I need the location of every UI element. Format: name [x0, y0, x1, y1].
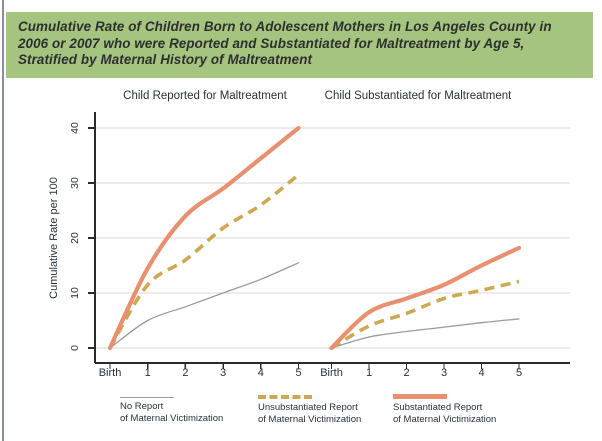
series-line: [329, 245, 522, 351]
chart-title-banner: Cumulative Rate of Children Born to Adol…: [6, 12, 593, 78]
y-tick-label: 20: [69, 232, 81, 244]
x-tick-label: 3: [220, 367, 227, 379]
y-tick-label: 40: [69, 122, 81, 134]
x-tick-label: 5: [515, 367, 523, 379]
series-line: [108, 173, 300, 349]
x-tick-label: 3: [440, 367, 448, 379]
unsubstantiated-line-swatch: [258, 395, 312, 399]
series-line: [109, 262, 300, 349]
panel-title-substantiated: Child Substantiated for Maltreatment: [324, 90, 512, 102]
legend-item-unsubstantiated: Unsubstantiated Report of Maternal Victi…: [258, 394, 361, 425]
x-tick-label: 5: [295, 367, 302, 379]
legend-label: of Maternal Victimization: [258, 413, 362, 425]
no-report-line-swatch: [120, 397, 174, 398]
x-tick-label: 1: [365, 367, 373, 379]
legend-item-substantiated: Substantiated Report of Maternal Victimi…: [393, 394, 496, 425]
x-tick-label: 4: [478, 367, 485, 379]
y-tick-label: 30: [69, 177, 81, 189]
legend-label: of Maternal Victimization: [393, 413, 497, 425]
x-tick-label: 1: [144, 367, 151, 379]
series-line: [330, 318, 520, 349]
panel-title-reported: Child Reported for Maltreatment: [123, 90, 287, 102]
substantiated-line-swatch: [393, 394, 447, 399]
x-tick-label: 4: [257, 367, 264, 379]
legend-label: No Report: [120, 401, 164, 412]
y-tick-label: 0: [69, 345, 81, 351]
window-left-border: [2, 0, 4, 441]
x-tick-label: Birth: [320, 367, 343, 379]
legend-label: of Maternal Victimization: [120, 412, 224, 424]
legend-item-no-report: No Report of Maternal Victimization: [120, 394, 223, 424]
y-tick-label: 10: [69, 287, 81, 299]
legend-label: Unsubstantiated Report: [258, 402, 358, 413]
title-line-3: Stratified by Maternal History of Maltre…: [18, 52, 313, 67]
series-line: [330, 279, 520, 350]
title-line-2: 2006 or 2007 who were Reported and Subst…: [18, 35, 525, 51]
legend-label: Substantiated Report: [393, 402, 483, 413]
x-tick-label: Birth: [98, 367, 122, 379]
x-tick-label: 2: [182, 367, 189, 379]
title-line-1: Cumulative Rate of Children Born to Adol…: [18, 19, 552, 34]
series-line: [107, 125, 301, 351]
x-tick-label: 2: [403, 367, 410, 379]
